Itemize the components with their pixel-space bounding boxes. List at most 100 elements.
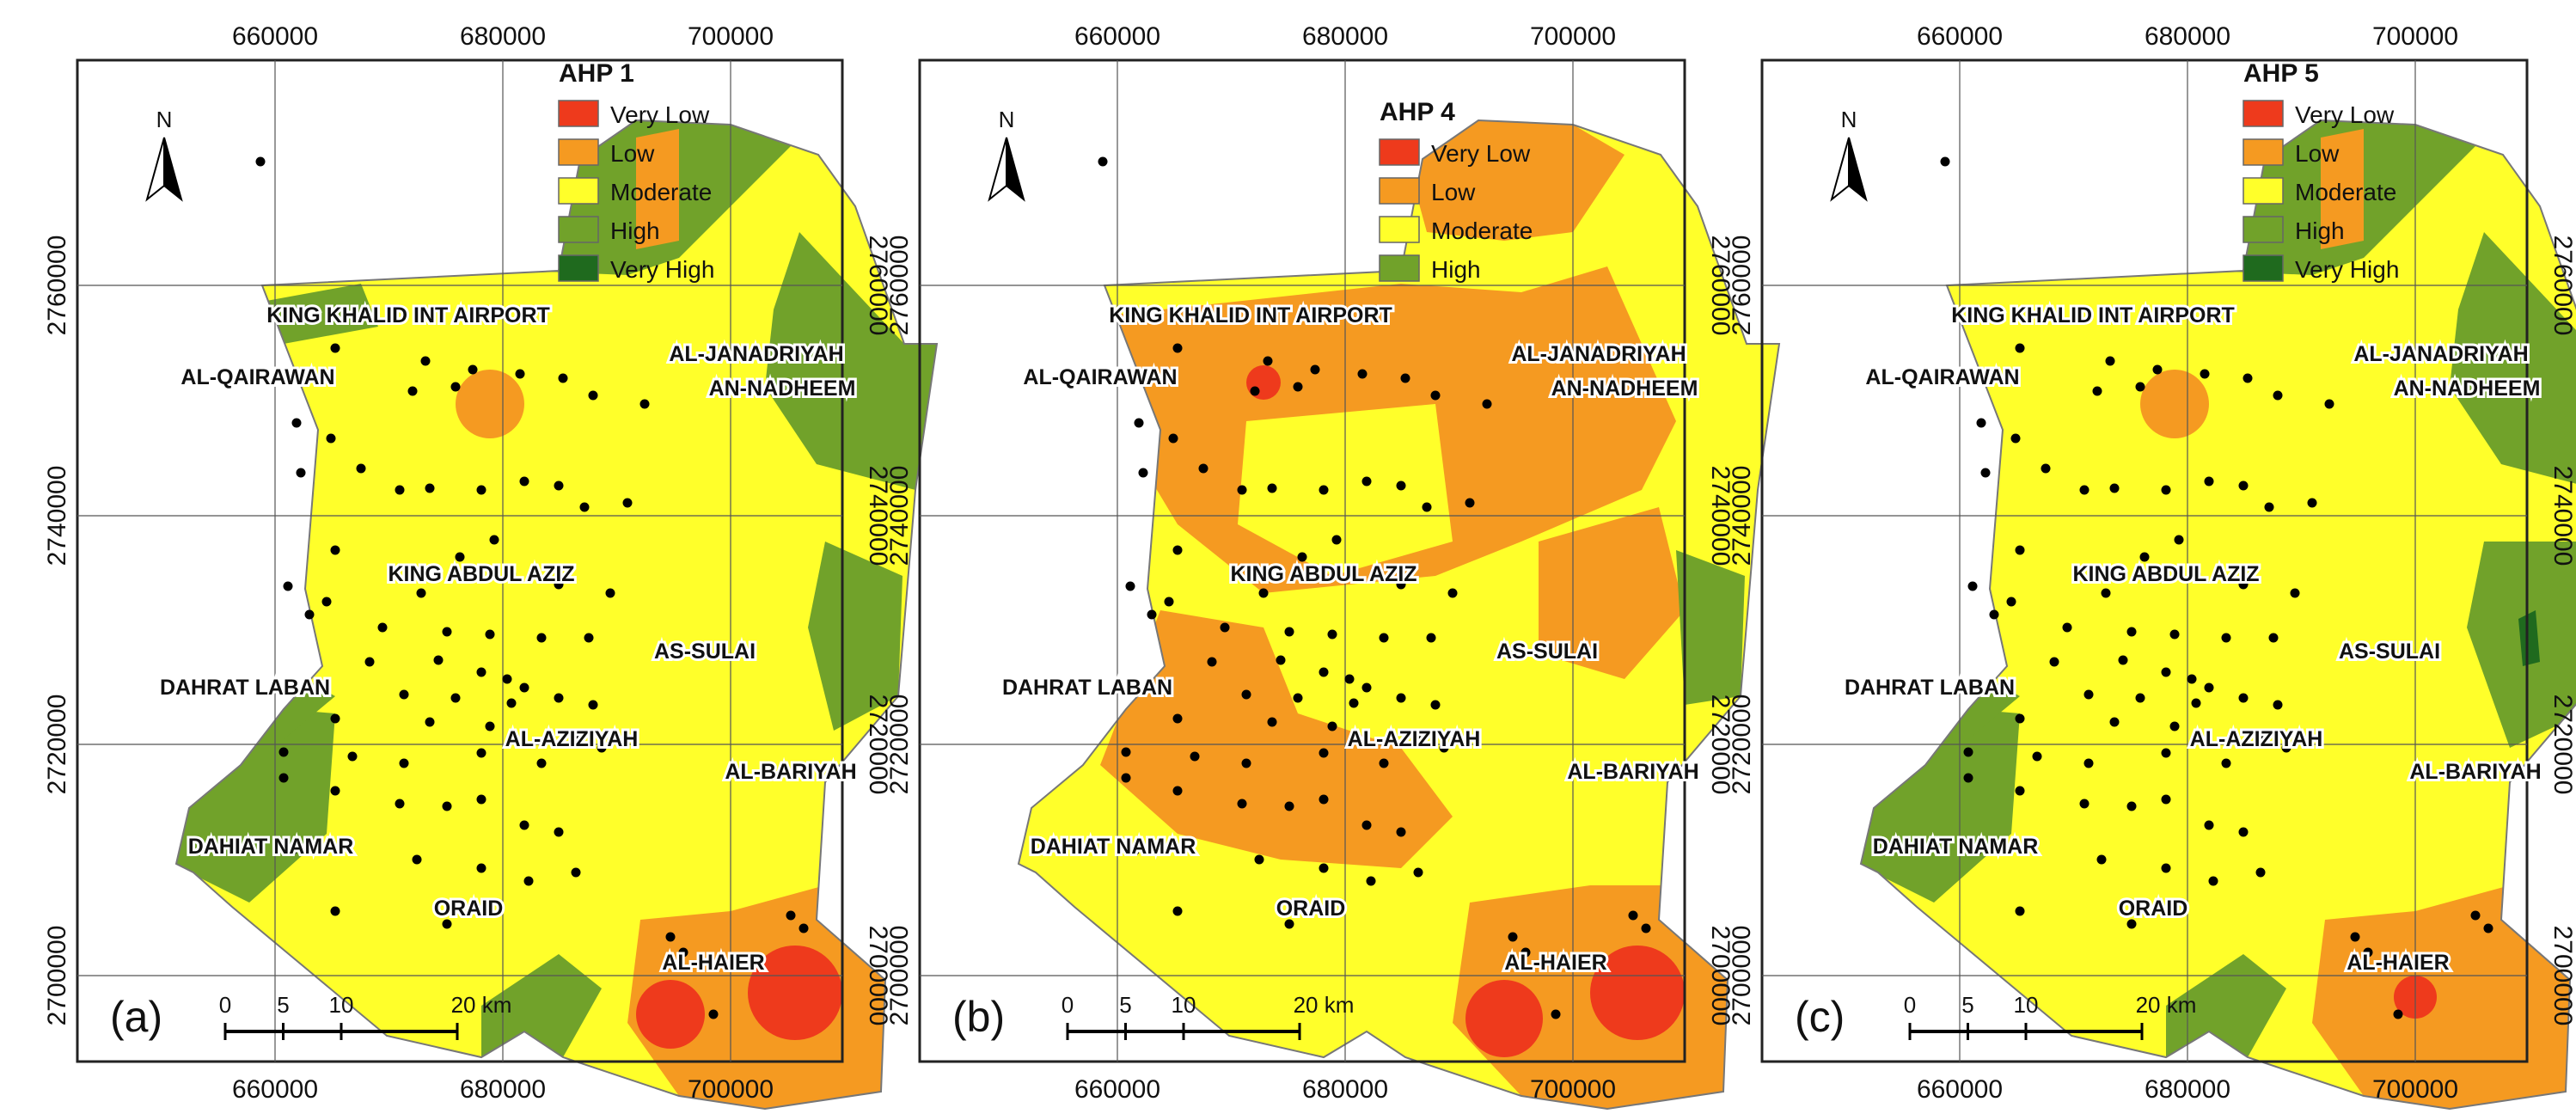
sample-point xyxy=(2187,674,2197,684)
place-label-airport: KING KHALID INT AIRPORT xyxy=(266,303,550,327)
sample-point xyxy=(2135,693,2145,703)
y-tick-left: 2740000 xyxy=(1728,466,1756,566)
place-label-namar: DAHIAT NAMAR xyxy=(1873,835,2039,859)
sample-point xyxy=(575,734,585,744)
sample-point xyxy=(2208,876,2218,886)
sample-point xyxy=(1237,799,1247,809)
zone-high xyxy=(808,542,903,731)
map-frame xyxy=(76,58,844,1063)
legend-swatch xyxy=(1379,177,1420,205)
x-tick-top: 660000 xyxy=(1917,22,2003,51)
zone-low xyxy=(1100,610,1453,868)
sample-point xyxy=(1521,947,1531,958)
sample-point xyxy=(399,758,409,768)
sample-point xyxy=(330,545,340,555)
sample-point xyxy=(2221,633,2231,643)
zone-very-low xyxy=(1465,980,1543,1057)
place-label-nadheem: AN-NADHEEM xyxy=(709,376,856,401)
place-label-aziziyah: AL-AZIZIYAH xyxy=(505,727,639,751)
sample-point xyxy=(1319,748,1329,758)
sample-point xyxy=(1263,356,1273,366)
scale-label: 0 xyxy=(1062,992,1074,1018)
sample-point xyxy=(2139,572,2150,583)
sample-point xyxy=(1349,569,1359,579)
scale-label: 20 km xyxy=(451,992,512,1018)
zone-very-high xyxy=(2518,610,2540,666)
legend-swatch xyxy=(2243,138,2284,166)
city-boundary xyxy=(1017,119,1781,1111)
sample-point xyxy=(2161,748,2171,758)
sample-point xyxy=(407,386,418,396)
scale-label: 5 xyxy=(277,992,289,1018)
sample-point xyxy=(1327,721,1337,731)
sample-point xyxy=(2221,758,2231,768)
sample-point xyxy=(588,390,598,401)
sample-point xyxy=(1190,751,1200,762)
sample-point xyxy=(2204,682,2214,693)
y-tick-left: 2720000 xyxy=(1728,695,1756,795)
legend-swatch xyxy=(2243,100,2284,127)
scale-label: 10 xyxy=(2014,992,2039,1018)
sample-point xyxy=(2363,947,2373,958)
legend-label: Very High xyxy=(610,256,714,283)
x-tick-bottom: 660000 xyxy=(232,1075,318,1104)
sample-point xyxy=(2161,863,2171,873)
legend-label: High xyxy=(610,217,660,244)
sample-point xyxy=(420,356,431,366)
x-tick-top: 660000 xyxy=(1074,22,1160,51)
zone-low xyxy=(456,370,524,438)
sample-point xyxy=(2307,498,2317,508)
sample-point xyxy=(1276,655,1286,665)
legend-label: High xyxy=(2295,217,2345,244)
sample-point xyxy=(1396,579,1406,590)
legend-swatch xyxy=(2243,254,2284,282)
sample-point xyxy=(2238,693,2249,703)
zone-high xyxy=(765,232,937,490)
y-tick-right: 2720000 xyxy=(2548,695,2576,795)
sample-point xyxy=(1258,588,1269,598)
sample-point xyxy=(678,947,688,958)
y-tick-left: 2700000 xyxy=(885,926,914,1026)
sample-point xyxy=(1198,463,1208,474)
sample-point xyxy=(708,1009,719,1019)
legend-swatch xyxy=(1379,138,1420,166)
sample-point xyxy=(1976,418,1986,428)
sample-point xyxy=(485,721,495,731)
sample-point xyxy=(786,910,796,921)
sample-point xyxy=(523,876,534,886)
legend-label: Moderate xyxy=(1431,217,1533,244)
sample-point xyxy=(2010,433,2021,444)
legend-label: Moderate xyxy=(610,179,712,205)
y-tick-right: 2700000 xyxy=(1706,926,1735,1026)
place-label-haier: AL-HAIER xyxy=(662,951,764,975)
place-label-bariyah: AL-BARIYAH xyxy=(2409,760,2541,784)
sample-point xyxy=(519,820,529,830)
sample-point xyxy=(1168,433,1178,444)
y-tick-left: 2720000 xyxy=(43,695,71,795)
legend-title: AHP 4 xyxy=(1380,98,1455,126)
scale-label: 0 xyxy=(219,992,231,1018)
sample-point xyxy=(425,717,435,727)
map-frame xyxy=(1760,58,2529,1063)
legend-swatch xyxy=(558,100,599,127)
place-label-namar: DAHIAT NAMAR xyxy=(188,835,354,859)
sample-point xyxy=(1396,693,1406,703)
place-label-airport: KING KHALID INT AIRPORT xyxy=(1951,303,2235,327)
sample-point xyxy=(1447,588,1458,598)
legend-label: Low xyxy=(1431,179,1476,205)
sample-point xyxy=(639,399,650,409)
place-label-janadriyah: AL-JANADRIYAH xyxy=(1511,342,1686,366)
y-tick-left: 2760000 xyxy=(885,236,914,336)
sample-point xyxy=(622,498,633,508)
sample-point xyxy=(1400,373,1410,383)
zone-high xyxy=(2450,232,2576,490)
sample-point xyxy=(1147,609,1157,620)
map-frame xyxy=(918,58,1686,1063)
sample-point xyxy=(506,569,517,579)
legend-swatch xyxy=(1379,254,1420,282)
scale-label: 5 xyxy=(1961,992,1973,1018)
legend-label: Very Low xyxy=(2295,101,2395,128)
sample-point xyxy=(2032,751,2042,762)
y-tick-right: 2760000 xyxy=(2548,236,2576,336)
sample-point xyxy=(1628,910,1638,921)
